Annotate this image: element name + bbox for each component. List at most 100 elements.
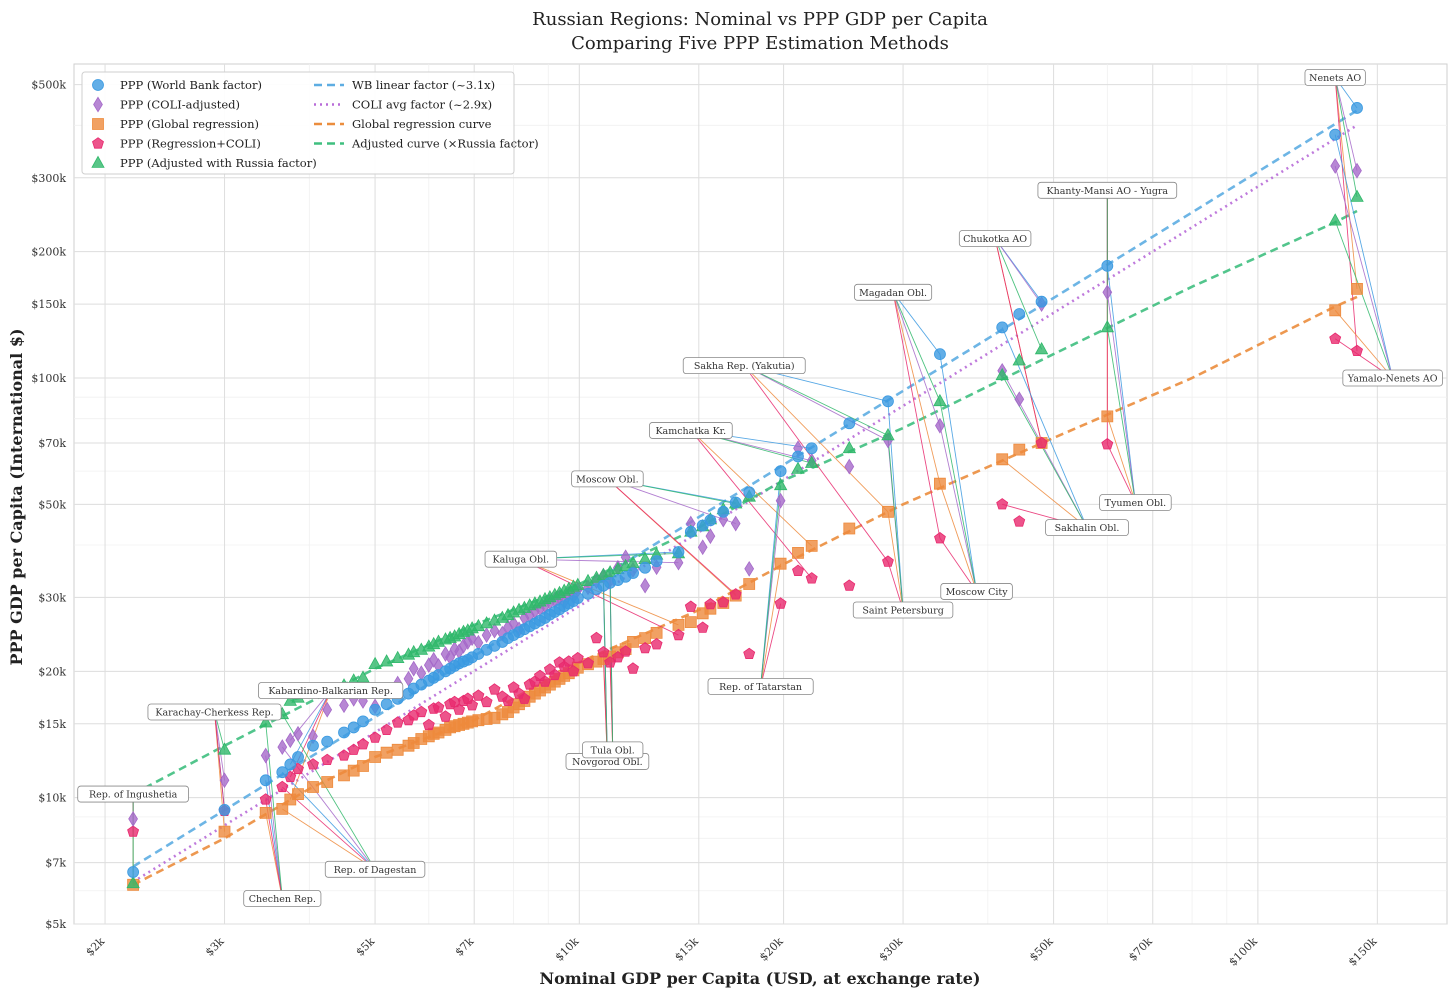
data-point-wb [127,866,140,878]
data-point-wb [627,567,639,579]
annotation-label: Kabardino-Balkarian Rep. [268,686,393,697]
annotation-box [582,741,644,759]
data-point-rcoli [432,701,445,713]
data-point-greg [684,616,697,628]
data-point-adj [126,875,140,889]
data-point-coli [260,747,271,764]
annotation-leader [760,485,782,687]
data-point-greg [1351,282,1363,295]
data-point-rcoli [843,579,856,591]
data-point-rcoli [488,683,501,695]
annotation-box [1099,494,1172,511]
legend-marker [92,118,104,130]
data-point-adj [391,650,405,663]
annotation-label: Tyumen Obl. [1105,498,1167,509]
data-point-adj [791,461,805,474]
x-tick-label: $7k [453,935,477,959]
data-point-wb [1013,308,1026,320]
data-point-greg [307,781,319,793]
data-point-coli [481,627,492,643]
data-point-rcoli [453,703,466,715]
x-tick-label: $5k [353,935,377,959]
legend-marker [92,79,104,91]
data-point-rcoli [567,665,580,677]
data-point-wb [843,417,856,430]
annotation-box [147,703,282,721]
data-point-coli [844,458,855,475]
data-point-rcoli [548,668,561,681]
data-point-rcoli [996,498,1009,510]
annotation-label: Rep. of Tatarstan [719,682,802,693]
data-point-adj [1034,341,1049,355]
data-point-rcoli [627,662,639,674]
y-tick-label: $300k [31,172,66,185]
annotation-leader [994,238,1043,444]
data-point-adj [259,715,273,728]
data-point-greg [805,540,818,552]
annotation-leader [1106,327,1136,503]
annotation-box [258,682,404,699]
data-point-coli [705,528,716,545]
data-point-greg [321,776,334,788]
data-point-wb [284,758,297,771]
y-tick-label: $500k [31,79,66,92]
data-point-adj [379,654,394,667]
annotation-box [1304,69,1366,86]
x-tick-label: $10k [553,935,582,964]
data-point-wb [639,561,651,574]
y-tick-label: $200k [31,246,66,259]
data-point-wb [996,321,1009,334]
data-point-rcoli [415,705,428,718]
data-point-greg [774,557,787,570]
data-point-wb [672,546,685,558]
data-point-wb [1101,259,1114,272]
annotation-leader [743,365,889,562]
chart-subtitle: Comparing Five PPP Estimation Methods [571,33,949,54]
data-point-rcoli [672,628,685,641]
legend-label: PPP (World Bank factor) [120,78,262,92]
x-tick-label: $70k [1126,935,1155,964]
annotation-leader [282,786,376,870]
data-point-adj [933,393,947,407]
annotation-leader [744,365,889,441]
annotation-leader [1106,292,1136,503]
data-point-greg [276,803,289,815]
annotation-leader [1334,309,1393,379]
data-point-rcoli [338,749,350,761]
data-point-coli [1352,162,1362,179]
annotation-leader [887,435,904,611]
data-point-greg [672,619,685,631]
data-point-rcoli [1329,332,1342,344]
annotation-label: Kaluga Obl. [493,555,550,566]
data-point-greg [1101,410,1114,423]
x-axis-label: Nominal GDP per Capita (USD, at exchange… [540,969,981,988]
data-point-greg [259,807,272,819]
legend-label: Adjusted curve (×Russia factor) [351,137,539,151]
data-point-wb [259,774,272,787]
data-point-rcoli [934,532,946,544]
annotation-box [324,860,426,878]
data-point-rcoli [502,694,514,706]
data-point-wb [1035,295,1048,308]
data-point-adj [804,455,819,468]
annotation-label: Tula Obl. [591,745,635,756]
annotation-box [958,230,1032,247]
data-point-greg [338,769,350,782]
x-tick-label: $100k [1226,935,1260,969]
annotation-leader [994,238,1042,350]
legend-label: WB linear factor (~3.1x) [352,78,495,92]
annotation-leader [265,722,283,899]
data-point-adj [368,656,382,669]
data-point-coli [219,772,230,789]
annotation-box [484,550,558,568]
data-point-greg [882,505,894,518]
data-point-rcoli [704,598,717,610]
data-point-rcoli [347,743,360,755]
annotation-box [1342,369,1443,387]
data-point-rcoli [1351,344,1363,357]
annotation-leader [887,511,904,611]
data-point-greg [369,751,382,763]
y-tick-label: $5k [45,918,66,931]
data-point-wb [774,465,787,477]
